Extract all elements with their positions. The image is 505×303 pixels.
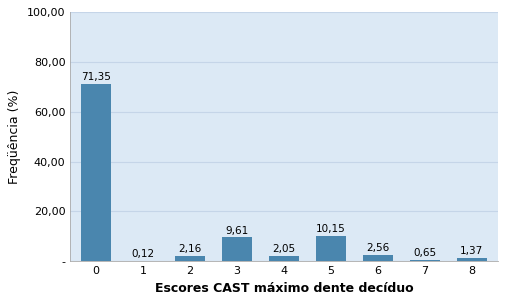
Bar <box>456 258 486 261</box>
Text: 0,65: 0,65 <box>413 248 436 258</box>
Text: 2,16: 2,16 <box>178 244 201 254</box>
Bar <box>268 256 298 261</box>
X-axis label: Escores CAST máximo dente decíduo: Escores CAST máximo dente decíduo <box>155 282 413 295</box>
Bar <box>315 236 345 261</box>
Text: 10,15: 10,15 <box>316 224 345 234</box>
Text: 2,56: 2,56 <box>366 243 389 253</box>
Bar <box>221 237 252 261</box>
Text: 71,35: 71,35 <box>81 72 111 82</box>
Bar <box>409 260 439 261</box>
Bar <box>362 255 392 261</box>
Bar <box>174 256 205 261</box>
Text: 1,37: 1,37 <box>460 246 482 256</box>
Text: 2,05: 2,05 <box>272 245 295 255</box>
Text: 9,61: 9,61 <box>225 226 248 236</box>
Bar <box>81 84 111 261</box>
Text: 0,12: 0,12 <box>131 249 155 259</box>
Y-axis label: Freqüência (%): Freqüência (%) <box>8 90 21 184</box>
